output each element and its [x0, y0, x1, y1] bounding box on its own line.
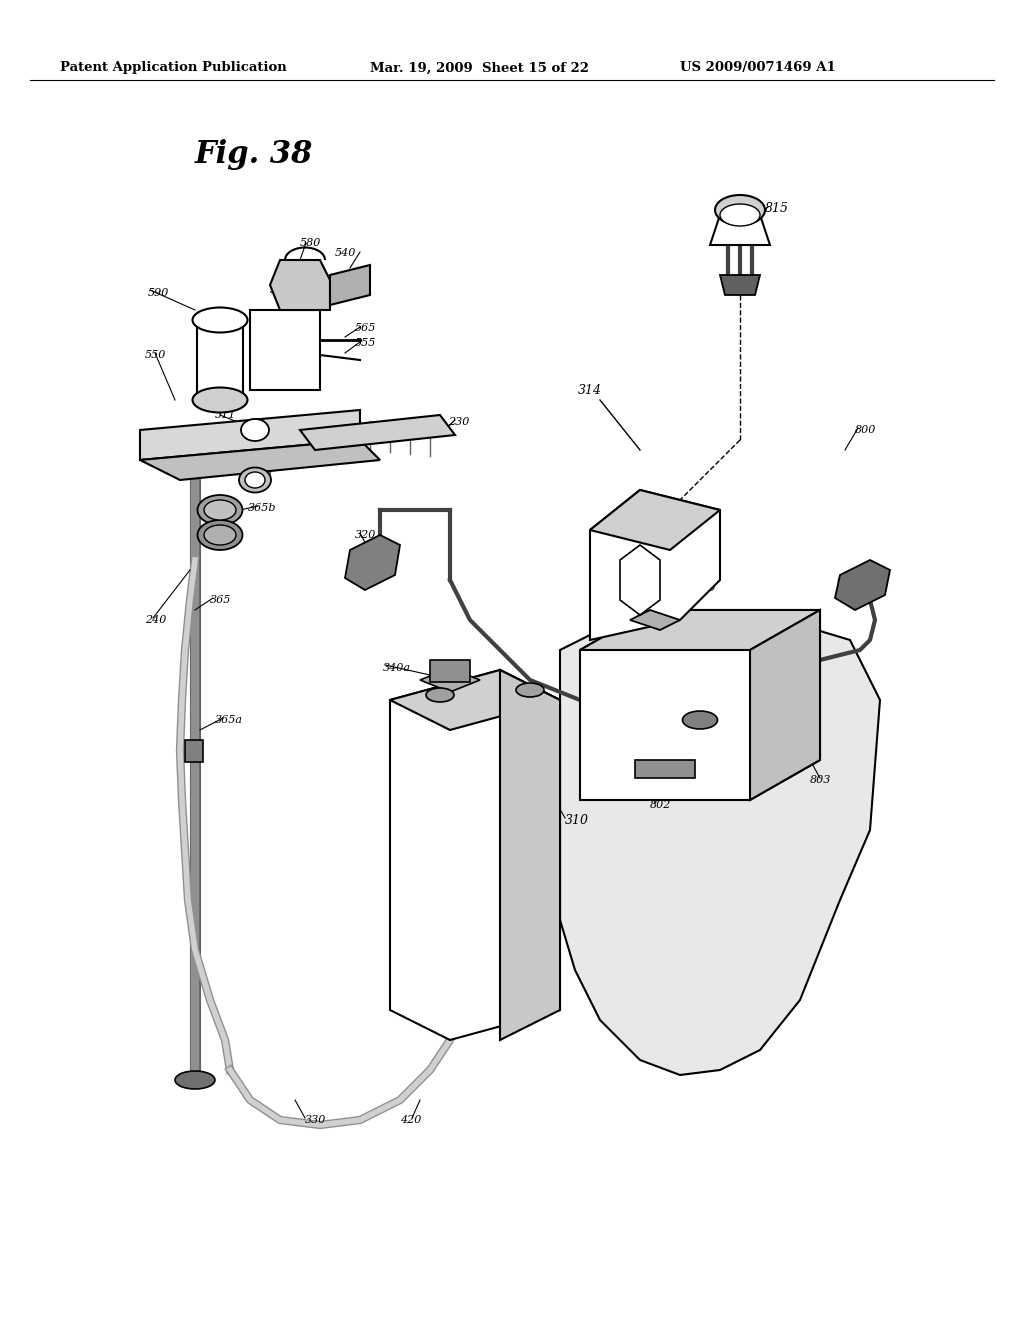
Polygon shape	[330, 265, 370, 305]
Text: Fig. 38: Fig. 38	[195, 140, 313, 170]
Text: 803: 803	[810, 775, 831, 785]
Text: 365b: 365b	[248, 503, 276, 513]
Text: 365a: 365a	[215, 715, 243, 725]
Text: 360: 360	[270, 285, 292, 294]
Text: 320: 320	[355, 531, 377, 540]
Polygon shape	[390, 671, 560, 730]
Polygon shape	[580, 610, 820, 800]
Text: 340a: 340a	[383, 663, 411, 673]
Ellipse shape	[239, 467, 271, 492]
Polygon shape	[140, 440, 380, 480]
Polygon shape	[835, 560, 890, 610]
Polygon shape	[420, 668, 480, 692]
Text: 802: 802	[650, 800, 672, 810]
Text: 330: 330	[305, 1115, 327, 1125]
Polygon shape	[590, 490, 720, 640]
Polygon shape	[590, 490, 720, 550]
Text: 310: 310	[565, 813, 589, 826]
Ellipse shape	[193, 308, 248, 333]
Polygon shape	[250, 310, 319, 389]
Ellipse shape	[720, 205, 760, 226]
Polygon shape	[270, 260, 330, 310]
Text: 590: 590	[148, 288, 169, 298]
Text: 240: 240	[145, 615, 166, 624]
Polygon shape	[710, 215, 770, 246]
Text: 511: 511	[215, 411, 237, 420]
Ellipse shape	[516, 682, 544, 697]
Text: 815: 815	[765, 202, 790, 214]
Text: 540: 540	[335, 248, 356, 257]
Text: 365: 365	[210, 595, 231, 605]
Text: 565: 565	[355, 323, 377, 333]
Polygon shape	[500, 671, 560, 1040]
Ellipse shape	[683, 711, 718, 729]
Bar	[635, 760, 695, 777]
Ellipse shape	[245, 473, 265, 488]
Text: US 2009/0071469 A1: US 2009/0071469 A1	[680, 62, 836, 74]
Ellipse shape	[198, 495, 243, 525]
Polygon shape	[140, 411, 360, 459]
Ellipse shape	[193, 388, 248, 412]
Text: 555: 555	[355, 338, 377, 348]
Polygon shape	[390, 671, 560, 1040]
Ellipse shape	[426, 688, 454, 702]
Ellipse shape	[204, 525, 236, 545]
Polygon shape	[620, 545, 660, 615]
Ellipse shape	[241, 418, 269, 441]
Text: 420: 420	[400, 1115, 421, 1125]
Text: 800: 800	[855, 425, 877, 436]
Ellipse shape	[175, 1071, 215, 1089]
Polygon shape	[300, 414, 455, 450]
Polygon shape	[720, 275, 760, 294]
Ellipse shape	[715, 195, 765, 224]
Text: 230: 230	[449, 417, 469, 426]
Bar	[185, 741, 203, 762]
Polygon shape	[345, 535, 400, 590]
Text: 345: 345	[865, 568, 887, 577]
Polygon shape	[750, 610, 820, 800]
Text: 580: 580	[300, 238, 322, 248]
Polygon shape	[580, 610, 820, 649]
Polygon shape	[560, 610, 880, 1074]
Bar	[430, 660, 470, 682]
Text: Mar. 19, 2009  Sheet 15 of 22: Mar. 19, 2009 Sheet 15 of 22	[370, 62, 589, 74]
Text: 550: 550	[145, 350, 166, 360]
Text: Patent Application Publication: Patent Application Publication	[60, 62, 287, 74]
Text: 340: 340	[695, 583, 717, 593]
Ellipse shape	[198, 520, 243, 550]
Ellipse shape	[204, 500, 236, 520]
Polygon shape	[630, 610, 680, 630]
Text: 314: 314	[578, 384, 602, 396]
Text: 220: 220	[250, 470, 271, 480]
